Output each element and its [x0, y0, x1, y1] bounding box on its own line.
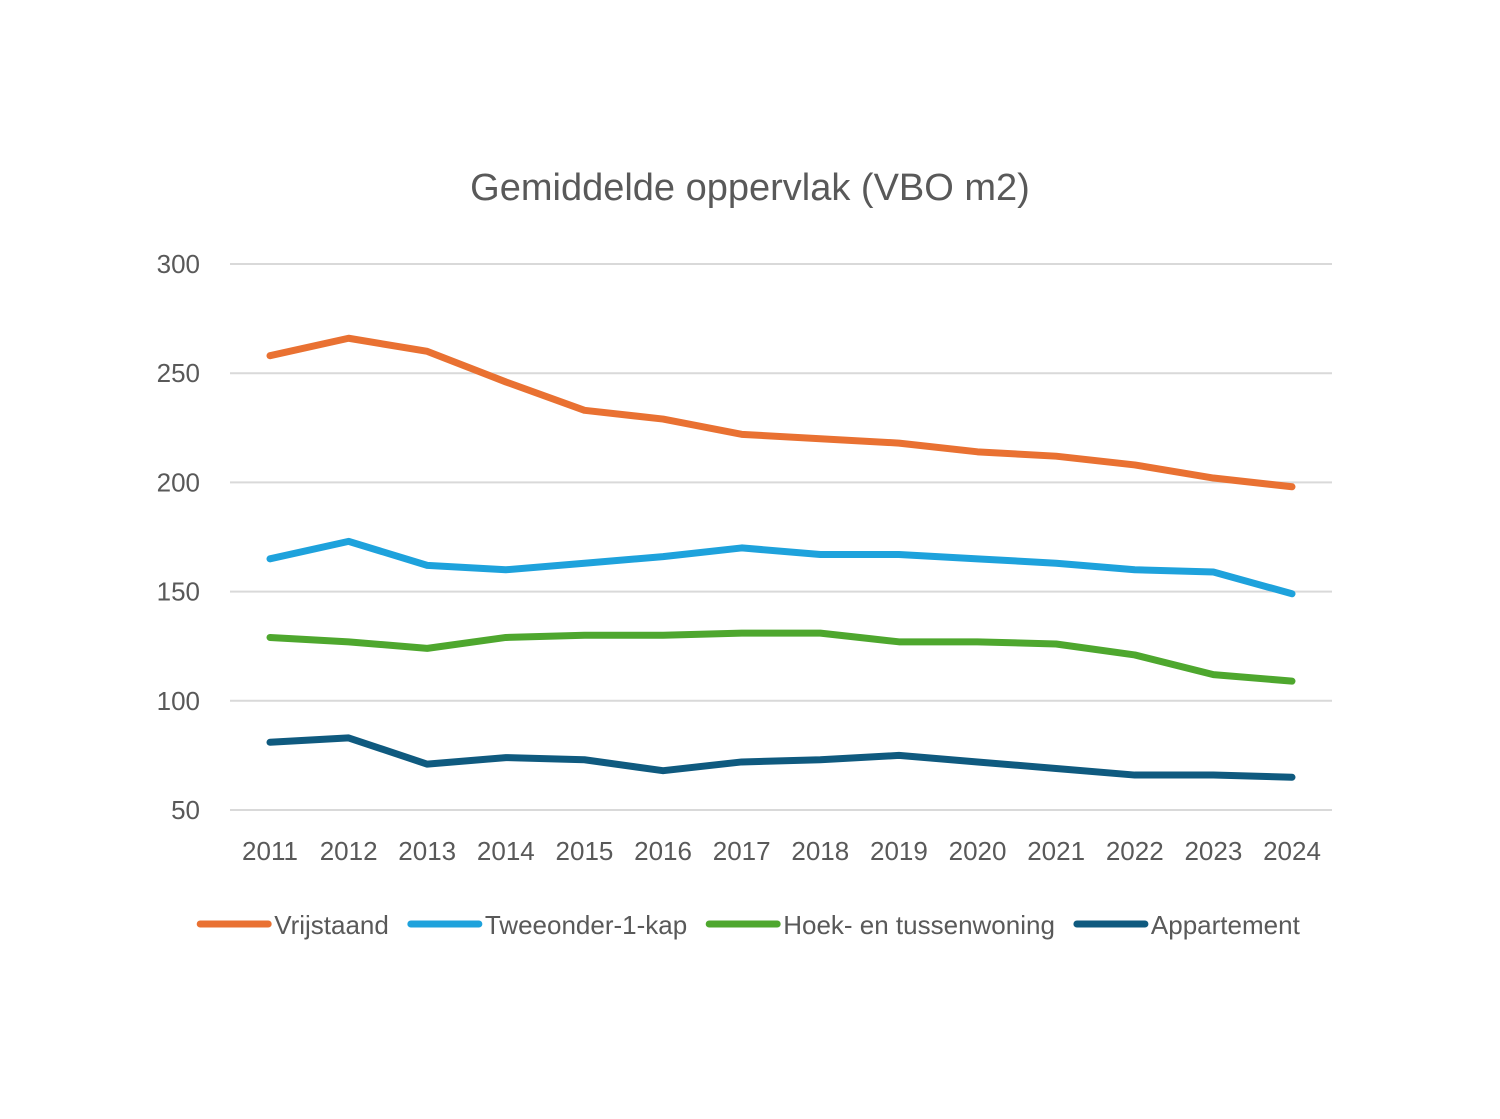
x-tick-label: 2017 [713, 836, 771, 866]
series-line-3 [266, 629, 1296, 685]
y-axis-ticks: 50 100 150 200 250 300 [157, 249, 200, 825]
series-line-2 [266, 537, 1296, 598]
legend-label: Hoek- en tussenwoning [783, 910, 1055, 940]
legend-label: Appartement [1151, 910, 1301, 940]
x-tick-label: 2020 [949, 836, 1007, 866]
y-tick-label: 250 [157, 358, 200, 388]
legend-label: Tweeonder-1-kap [485, 910, 687, 940]
series-line-4 [266, 734, 1296, 781]
x-axis-ticks: 2011 2012 2013 2014 2015 2016 2017 2018 2019 2020… [242, 836, 1321, 866]
legend-item: Hoek- en tussenwoning [705, 910, 1055, 940]
chart-title: Gemiddelde oppervlak (VBO m2) [470, 167, 1030, 209]
y-tick-label: 100 [157, 686, 200, 716]
x-tick-label: 2022 [1106, 836, 1164, 866]
x-tick-label: 2016 [634, 836, 692, 866]
y-tick-label: 150 [157, 577, 200, 607]
y-tick-label: 300 [157, 249, 200, 279]
legend-label: Vrijstaand [274, 910, 389, 940]
y-tick-label: 200 [157, 467, 200, 497]
x-tick-label: 2021 [1027, 836, 1085, 866]
x-tick-label: 2019 [870, 836, 928, 866]
series-line-1 [266, 334, 1296, 491]
x-tick-label: 2018 [791, 836, 849, 866]
y-tick-label: 50 [171, 795, 200, 825]
legend-item: Appartement [1073, 910, 1301, 940]
x-tick-label: 2014 [477, 836, 535, 866]
legend-item: Vrijstaand [196, 910, 389, 940]
x-tick-label: 2023 [1184, 836, 1242, 866]
legend-item: Tweeonder-1-kap [407, 910, 687, 940]
x-tick-label: 2013 [398, 836, 456, 866]
x-tick-label: 2024 [1263, 836, 1321, 866]
gridlines [230, 263, 1332, 811]
x-tick-label: 2012 [320, 836, 378, 866]
x-tick-label: 2015 [556, 836, 614, 866]
legend: Vrijstaand Tweeonder-1-kap Hoek- en tussen… [196, 910, 1301, 940]
x-tick-label: 2011 [242, 836, 298, 866]
series-lines [266, 334, 1296, 781]
